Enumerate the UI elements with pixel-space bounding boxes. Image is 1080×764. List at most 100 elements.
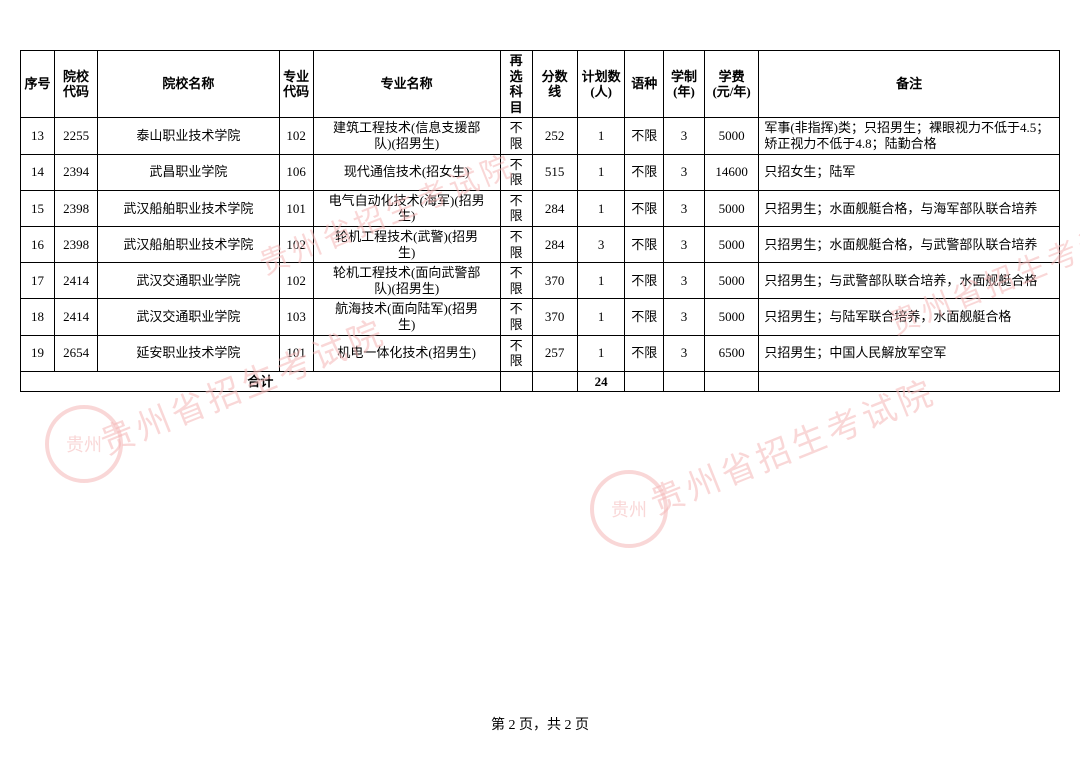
col-header-plan: 计划数(人) [577,51,625,118]
cell-fee: 5000 [704,118,758,154]
cell-score: 252 [532,118,577,154]
col-header-major_name: 专业名称 [313,51,500,118]
cell-score: 515 [532,154,577,190]
cell-major_code: 101 [279,335,313,371]
cell-note: 只招男生；水面舰艇合格，与武警部队联合培养 [759,226,1060,262]
cell-reselect: 不限 [500,263,532,299]
cell-subject: 不限 [625,299,664,335]
cell-note: 只招男生；与陆军联合培养，水面舰艇合格 [759,299,1060,335]
total-row: 合计 24 [21,371,1060,392]
page-number-text: 第 2 页，共 2 页 [491,718,589,733]
col-header-seq: 序号 [21,51,55,118]
cell-plan: 1 [577,263,625,299]
col-header-major_code: 专业代码 [279,51,313,118]
cell-major_code: 101 [279,190,313,226]
total-label: 合计 [21,371,501,392]
cell-score: 257 [532,335,577,371]
cell-major_code: 102 [279,226,313,262]
document-page: 贵州 贵州省招生考试院 贵州 贵州省招生考试院 贵州省招生考试院 贵州省招生考试… [0,0,1080,764]
cell-major_name: 建筑工程技术(信息支援部队)(招男生) [313,118,500,154]
col-header-fee: 学费(元/年) [704,51,758,118]
cell-seq: 19 [21,335,55,371]
table-row: 192654延安职业技术学院101机电一体化技术(招男生)不限2571不限365… [21,335,1060,371]
cell-note: 只招男生；水面舰艇合格，与海军部队联合培养 [759,190,1060,226]
cell-major_code: 103 [279,299,313,335]
cell-subject: 不限 [625,190,664,226]
table-row: 152398武汉船舶职业技术学院101电气自动化技术(海军)(招男生)不限284… [21,190,1060,226]
col-header-subject: 语种 [625,51,664,118]
cell-plan: 1 [577,190,625,226]
col-header-school_name: 院校名称 [98,51,279,118]
cell-subject: 不限 [625,335,664,371]
cell-years: 3 [664,299,705,335]
cell-score: 370 [532,263,577,299]
cell-score: 370 [532,299,577,335]
cell-school_name: 泰山职业技术学院 [98,118,279,154]
cell-school_name: 延安职业技术学院 [98,335,279,371]
cell-fee: 5000 [704,226,758,262]
cell-note: 只招男生；中国人民解放军空军 [759,335,1060,371]
enrollment-table: 序号院校代码院校名称专业代码专业名称再选科目分数线计划数(人)语种学制(年)学费… [20,50,1060,392]
cell-years: 3 [664,154,705,190]
col-header-note: 备注 [759,51,1060,118]
cell-seq: 16 [21,226,55,262]
cell-note: 军事(非指挥)类；只招男生；裸眼视力不低于4.5；矫正视力不低于4.8；陆勤合格 [759,118,1060,154]
cell-reselect: 不限 [500,118,532,154]
watermark-seal-2: 贵州 [590,470,668,548]
cell-fee: 5000 [704,190,758,226]
cell-plan: 3 [577,226,625,262]
total-subject [625,371,664,392]
cell-seq: 14 [21,154,55,190]
seal-inner-text: 贵州 [611,496,647,522]
page-footer: 第 2 页，共 2 页 [0,714,1080,734]
cell-fee: 14600 [704,154,758,190]
cell-note: 只招男生；与武警部队联合培养，水面舰艇合格 [759,263,1060,299]
cell-major_name: 现代通信技术(招女生) [313,154,500,190]
cell-reselect: 不限 [500,335,532,371]
cell-seq: 15 [21,190,55,226]
table-row: 142394武昌职业学院106现代通信技术(招女生)不限5151不限314600… [21,154,1060,190]
cell-major_name: 电气自动化技术(海军)(招男生) [313,190,500,226]
header-row: 序号院校代码院校名称专业代码专业名称再选科目分数线计划数(人)语种学制(年)学费… [21,51,1060,118]
cell-school_code: 2398 [55,226,98,262]
col-header-years: 学制(年) [664,51,705,118]
table-row: 172414武汉交通职业学院102轮机工程技术(面向武警部队)(招男生)不限37… [21,263,1060,299]
cell-school_name: 武汉船舶职业技术学院 [98,226,279,262]
cell-school_name: 武汉交通职业学院 [98,299,279,335]
total-fee [704,371,758,392]
cell-subject: 不限 [625,118,664,154]
cell-reselect: 不限 [500,190,532,226]
cell-school_code: 2414 [55,263,98,299]
cell-major_name: 轮机工程技术(武警)(招男生) [313,226,500,262]
table-row: 132255泰山职业技术学院102建筑工程技术(信息支援部队)(招男生)不限25… [21,118,1060,154]
cell-fee: 6500 [704,335,758,371]
col-header-reselect: 再选科目 [500,51,532,118]
cell-seq: 13 [21,118,55,154]
cell-school_code: 2255 [55,118,98,154]
cell-plan: 1 [577,118,625,154]
cell-school_code: 2414 [55,299,98,335]
col-header-school_code: 院校代码 [55,51,98,118]
watermark-seal-1: 贵州 [45,405,123,483]
cell-years: 3 [664,335,705,371]
table-row: 182414武汉交通职业学院103航海技术(面向陆军)(招男生)不限3701不限… [21,299,1060,335]
cell-plan: 1 [577,154,625,190]
table-row: 162398武汉船舶职业技术学院102轮机工程技术(武警)(招男生)不限2843… [21,226,1060,262]
cell-subject: 不限 [625,263,664,299]
total-plan: 24 [577,371,625,392]
cell-school_name: 武汉交通职业学院 [98,263,279,299]
cell-years: 3 [664,118,705,154]
cell-major_name: 航海技术(面向陆军)(招男生) [313,299,500,335]
cell-subject: 不限 [625,154,664,190]
cell-years: 3 [664,263,705,299]
total-years [664,371,705,392]
cell-reselect: 不限 [500,154,532,190]
cell-score: 284 [532,226,577,262]
cell-major_name: 机电一体化技术(招男生) [313,335,500,371]
cell-plan: 1 [577,299,625,335]
cell-school_name: 武昌职业学院 [98,154,279,190]
cell-score: 284 [532,190,577,226]
table-body: 132255泰山职业技术学院102建筑工程技术(信息支援部队)(招男生)不限25… [21,118,1060,371]
cell-school_code: 2654 [55,335,98,371]
table-header: 序号院校代码院校名称专业代码专业名称再选科目分数线计划数(人)语种学制(年)学费… [21,51,1060,118]
